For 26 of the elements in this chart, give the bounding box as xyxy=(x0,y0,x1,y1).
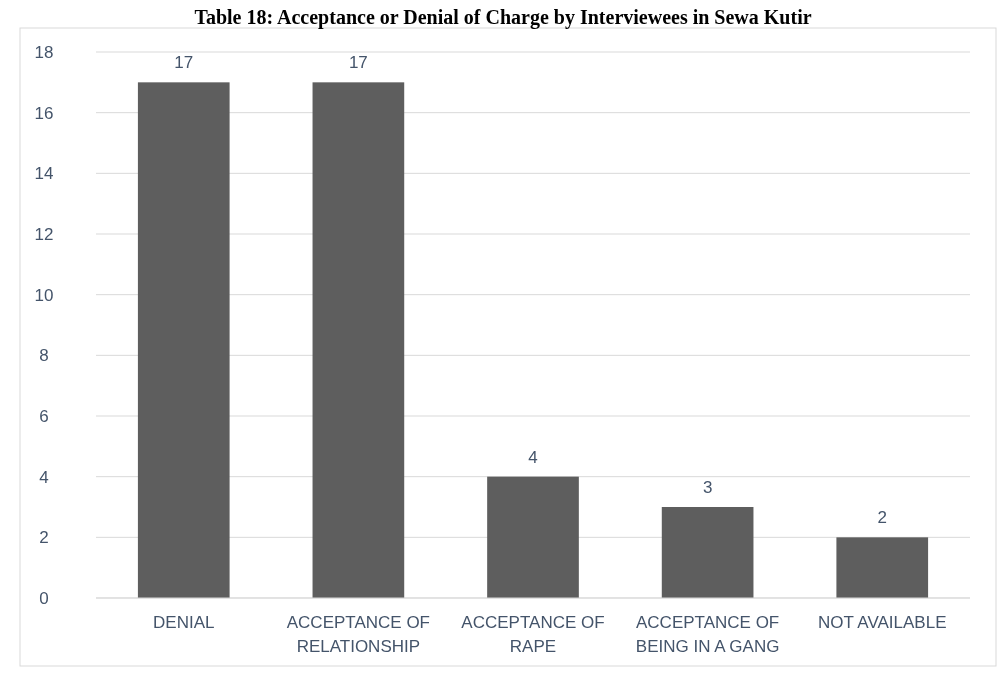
x-tick-label: NOT AVAILABLE xyxy=(817,613,947,632)
x-tick-label: ACCEPTANCE OF BEING IN A GANG xyxy=(635,613,780,656)
y-tick-label: 12 xyxy=(34,224,54,244)
x-tick-label: ACCEPTANCE OF RELATIONSHIP xyxy=(286,613,431,656)
chart-title: Table 18: Acceptance or Denial of Charge by Interviewees in Sewa Kutir xyxy=(194,6,812,29)
y-tick-label: 10 xyxy=(34,285,54,305)
data-label: 17 xyxy=(348,53,368,73)
bar xyxy=(836,537,929,598)
y-tick-label: 18 xyxy=(34,42,54,62)
data-label: 2 xyxy=(877,508,887,528)
x-tick-label: ACCEPTANCE OF RAPE xyxy=(461,613,605,656)
y-tick-label: 6 xyxy=(39,406,49,426)
y-tick-label: 16 xyxy=(34,103,54,123)
y-tick-label: 8 xyxy=(39,346,49,366)
y-tick-label: 0 xyxy=(39,588,49,608)
bar xyxy=(487,476,579,598)
x-tick-label: DENIAL xyxy=(153,613,215,632)
bar xyxy=(137,82,230,598)
bar xyxy=(661,507,754,598)
y-tick-label: 4 xyxy=(39,467,49,487)
data-label: 3 xyxy=(702,478,713,497)
data-label: 17 xyxy=(174,53,194,73)
y-tick-label: 14 xyxy=(34,164,54,184)
bar xyxy=(312,82,405,598)
data-label: 4 xyxy=(528,447,538,467)
y-tick-label: 2 xyxy=(39,528,49,548)
